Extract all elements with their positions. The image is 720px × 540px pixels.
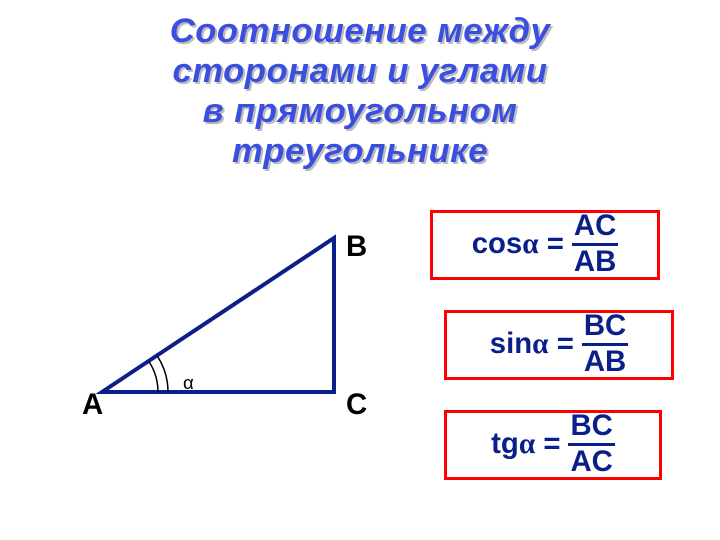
triangle-path xyxy=(102,238,334,392)
formula-sin-frac: BC AB xyxy=(582,311,628,378)
angle-arc-2 xyxy=(157,356,168,392)
formula-cos-func: cos xyxy=(472,227,523,260)
formula-cos-numerator: AC xyxy=(572,211,618,243)
vertex-label-b: B xyxy=(346,230,367,264)
formula-sin: sinα = BC AB xyxy=(444,310,674,380)
formula-sin-numerator: BC xyxy=(582,311,628,343)
formula-sin-lhs: sinα = xyxy=(490,327,574,361)
formula-sin-denominator: AB xyxy=(582,343,628,378)
formula-cos-alpha: α xyxy=(522,228,538,260)
formula-cos-equals: = xyxy=(547,227,564,260)
formula-tg-equals: = xyxy=(543,427,560,460)
formula-cos-frac: AC AB xyxy=(572,211,618,278)
formula-tg-lhs: tgα = xyxy=(491,427,560,461)
formula-sin-equals: = xyxy=(557,327,574,360)
formula-sin-func: sin xyxy=(490,327,532,360)
formula-cos-denominator: AB xyxy=(572,243,618,278)
angle-label-alpha: α xyxy=(183,372,194,394)
formula-tg-denominator: AC xyxy=(568,443,614,478)
formula-tg-numerator: BC xyxy=(568,411,614,443)
vertex-label-c: C xyxy=(346,388,367,422)
formula-sin-alpha: α xyxy=(532,328,548,360)
angle-arc-1 xyxy=(149,362,158,392)
formula-cos-lhs: cosα = xyxy=(472,227,564,261)
formula-cos: cosα = AC AB xyxy=(430,210,660,280)
formula-tg: tgα = BC AC xyxy=(444,410,662,480)
stage: Соотношение между сторонами и углами в п… xyxy=(0,0,720,540)
formula-tg-func: tg xyxy=(491,427,519,460)
vertex-label-a: A xyxy=(82,388,103,422)
formula-tg-frac: BC AC xyxy=(568,411,614,478)
formula-tg-alpha: α xyxy=(519,428,535,460)
